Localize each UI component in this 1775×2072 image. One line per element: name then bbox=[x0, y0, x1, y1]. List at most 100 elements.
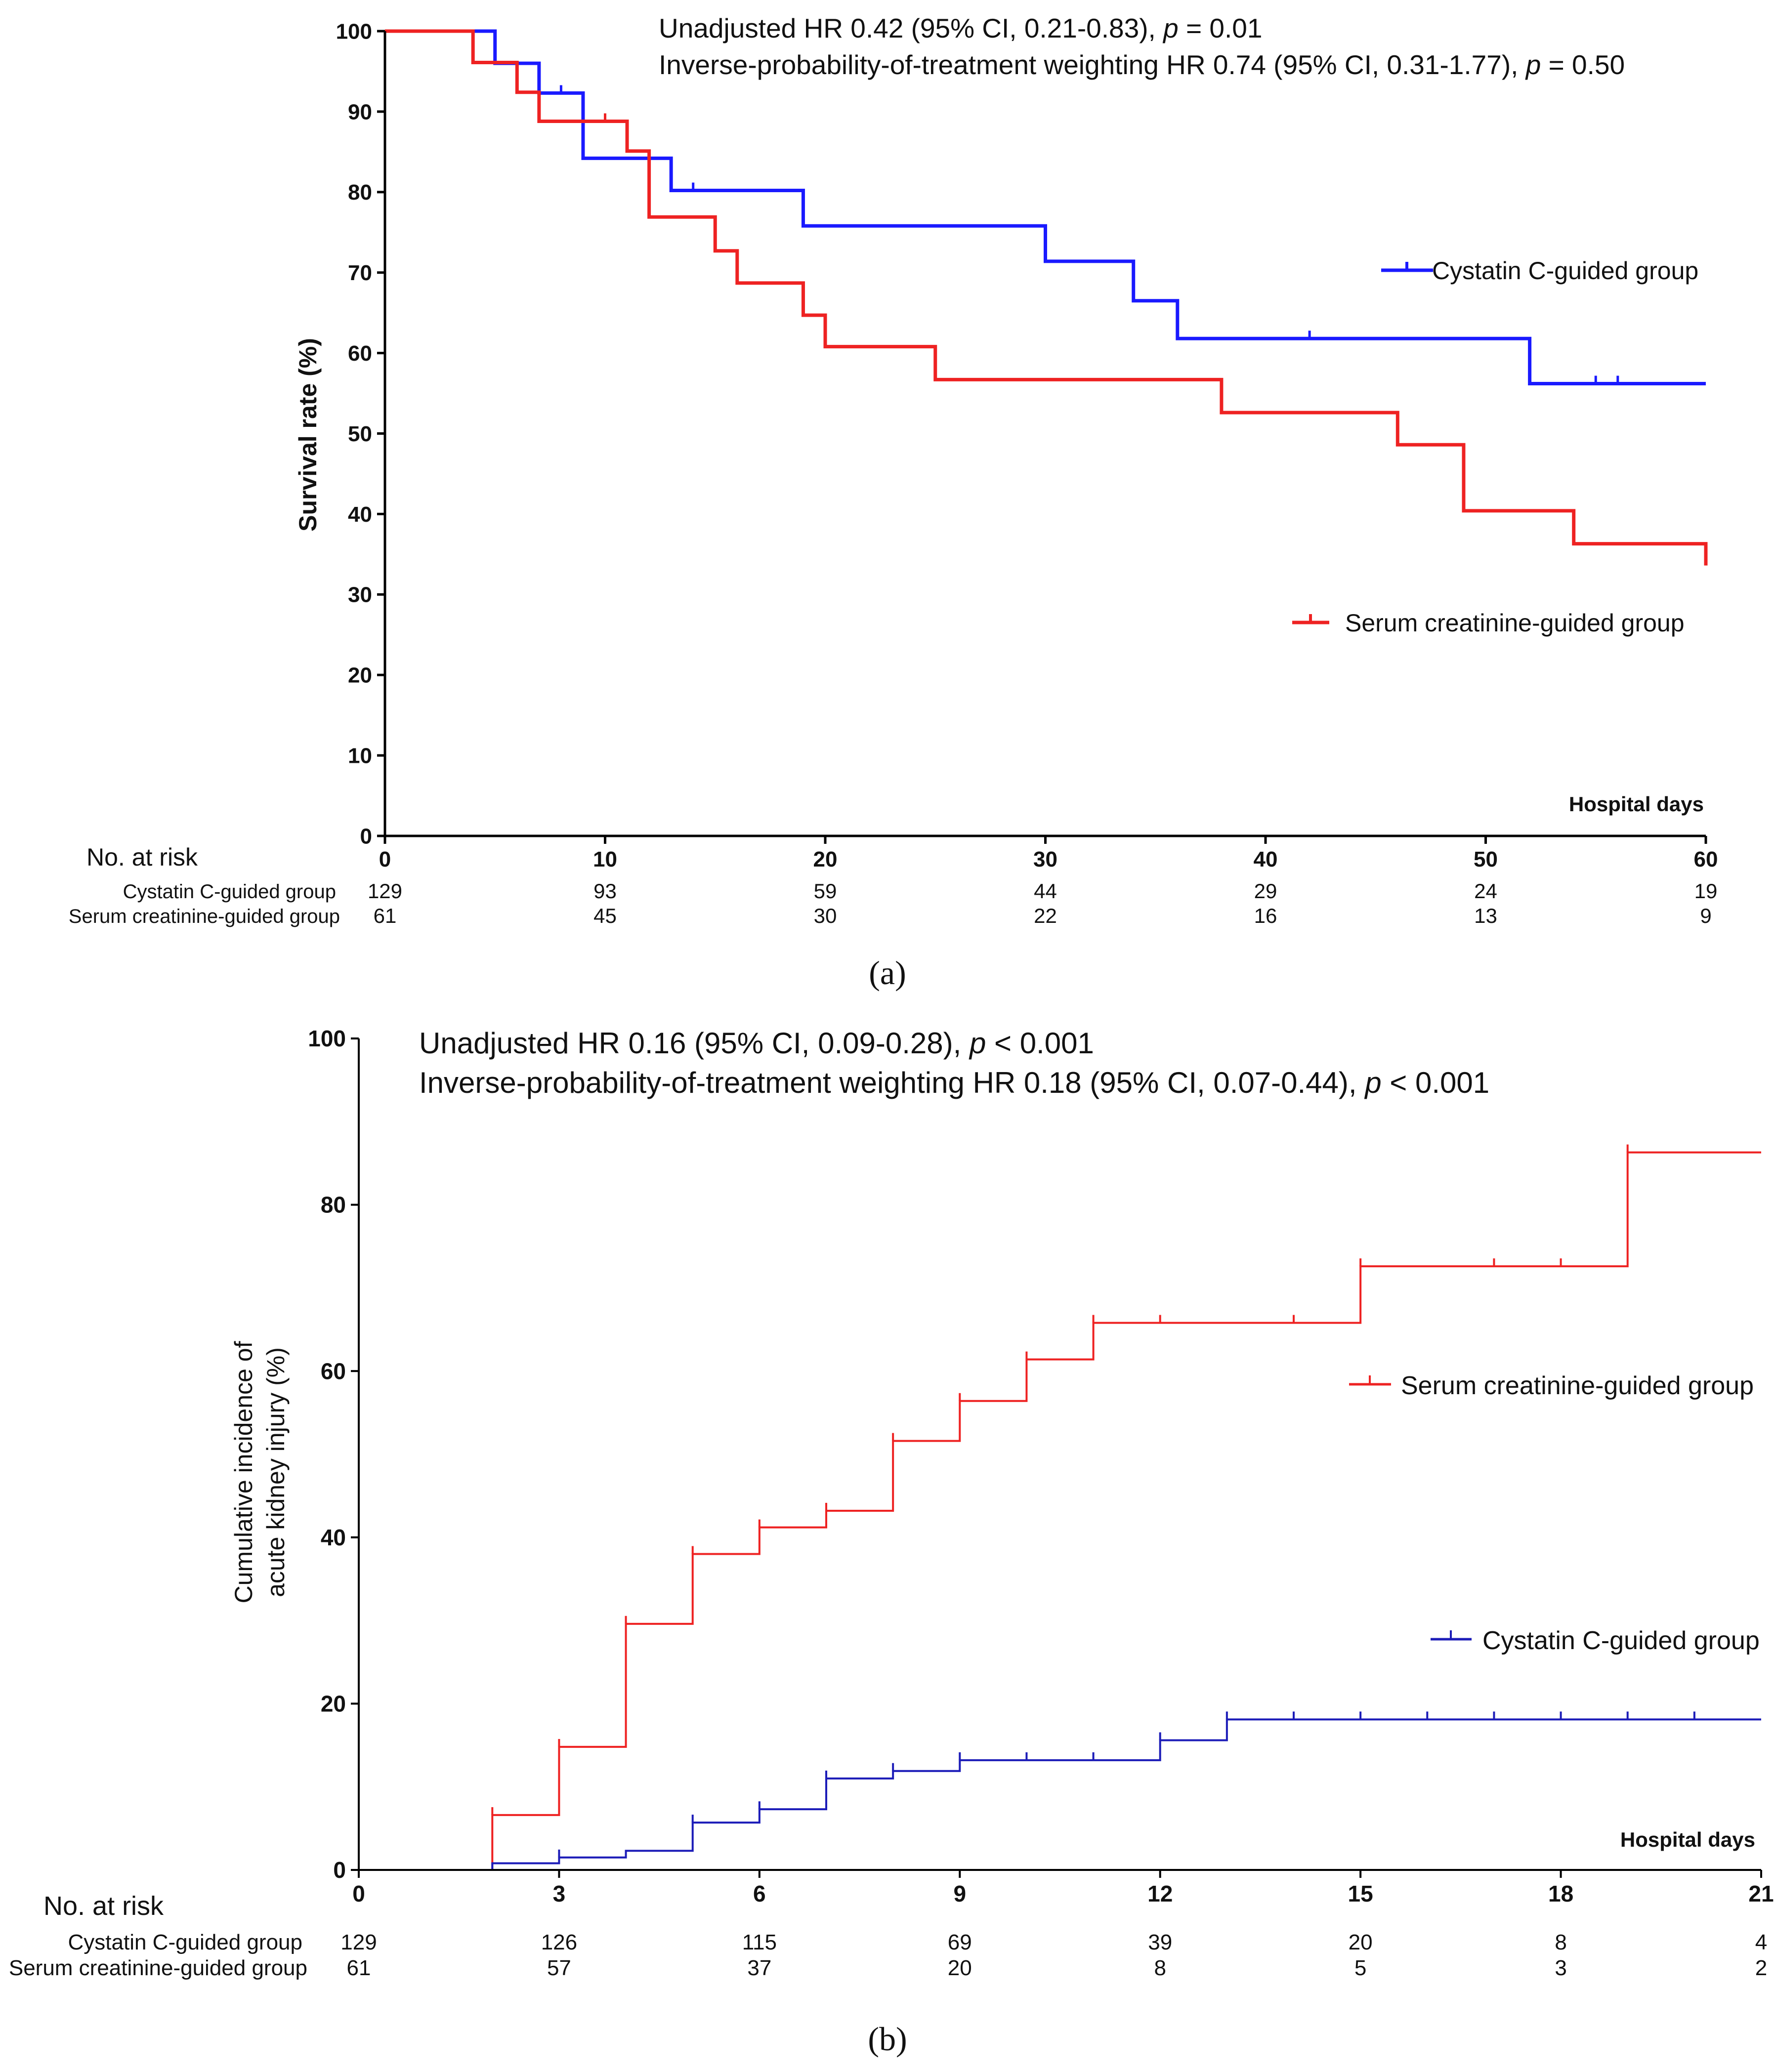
panel-a-legend-creatinine: Serum creatinine-guided group bbox=[1292, 609, 1685, 637]
y-tick-label: 30 bbox=[348, 583, 372, 607]
y-tick-label: 80 bbox=[321, 1192, 346, 1218]
panel-b-risk-table: No. at risk Cystatin C-guided group Seru… bbox=[9, 1891, 1767, 1980]
y-tick-label: 70 bbox=[348, 261, 372, 285]
risk-cell: 8 bbox=[1154, 1956, 1166, 1980]
panel-b-axes: 0 20 40 60 80 100 0 3 6 9 12 15 18 21 bbox=[308, 1026, 1774, 1906]
risk-cell: 129 bbox=[340, 1930, 377, 1954]
panel-b-risk-row-label-cystatin: Cystatin C-guided group bbox=[68, 1930, 302, 1954]
risk-cell: 8 bbox=[1555, 1930, 1566, 1954]
risk-cell: 20 bbox=[1349, 1930, 1373, 1954]
panel-b-annotation-hr-iptw: Inverse-probability-of-treatment weighti… bbox=[419, 1066, 1489, 1099]
panel-b-series-layer bbox=[359, 1144, 1761, 1871]
x-tick-label: 0 bbox=[379, 847, 391, 871]
x-tick-label: 15 bbox=[1348, 1881, 1373, 1906]
risk-cell: 13 bbox=[1474, 904, 1497, 927]
series-line-creatinine bbox=[359, 1151, 1761, 1871]
y-tick-label: 0 bbox=[360, 824, 372, 848]
legend-label-creatinine: Serum creatinine-guided group bbox=[1345, 609, 1685, 637]
panel-a-legend-cystatin: Cystatin C-guided group bbox=[1381, 257, 1698, 285]
y-tick-label: 20 bbox=[348, 663, 372, 688]
x-tick-label: 21 bbox=[1748, 1881, 1774, 1906]
risk-cell: 93 bbox=[593, 879, 617, 903]
series-line-cystatin bbox=[359, 1718, 1761, 1871]
panel-a-annotation-hr-iptw: Inverse-probability-of-treatment weighti… bbox=[659, 49, 1625, 80]
risk-cell: 57 bbox=[547, 1956, 571, 1980]
y-tick-label: 100 bbox=[308, 1026, 346, 1051]
risk-cell: 129 bbox=[368, 879, 402, 903]
risk-cell: 61 bbox=[347, 1956, 371, 1980]
panel-a-survival-chart: 0 10 20 30 40 50 60 70 80 90 100 0 10 20 30 40 50 60 Surv… bbox=[69, 13, 1718, 992]
panel-b-annotation-hr-unadjusted: Unadjusted HR 0.16 (95% CI, 0.09-0.28), … bbox=[419, 1027, 1094, 1060]
panel-a-risk-cells: 129 93 59 44 29 24 19 61 45 30 22 16 13 9 bbox=[368, 879, 1717, 927]
y-tick-label: 90 bbox=[348, 100, 372, 124]
panel-a-risk-table: No. at risk Cystatin C-guided group Seru… bbox=[69, 843, 1718, 927]
y-tick-label: 60 bbox=[321, 1358, 346, 1384]
risk-cell: 61 bbox=[374, 904, 397, 927]
y-tick-label: 40 bbox=[348, 502, 372, 527]
panel-a-caption: (a) bbox=[869, 954, 906, 992]
x-tick-label: 20 bbox=[813, 847, 838, 871]
risk-cell: 9 bbox=[1700, 904, 1711, 927]
x-tick-label: 0 bbox=[352, 1881, 365, 1906]
x-tick-label: 9 bbox=[953, 1881, 966, 1906]
risk-cell: 19 bbox=[1694, 879, 1718, 903]
risk-cell: 24 bbox=[1474, 879, 1497, 903]
panel-a-risk-heading: No. at risk bbox=[86, 843, 198, 871]
x-tick-label: 18 bbox=[1548, 1881, 1573, 1906]
panel-b-risk-heading: No. at risk bbox=[43, 1891, 164, 1921]
risk-cell: 69 bbox=[948, 1930, 972, 1954]
risk-cell: 4 bbox=[1755, 1930, 1767, 1954]
x-tick-label: 10 bbox=[593, 847, 617, 871]
panel-a-series-layer bbox=[385, 29, 1708, 566]
panel-a-risk-row-label-creatinine: Serum creatinine-guided group bbox=[69, 906, 340, 927]
panel-a-y-axis-label: Survival rate (%) bbox=[294, 338, 322, 532]
panel-b-risk-cells: 129 126 115 69 39 20 8 4 61 57 37 20 8 5 3 2 bbox=[340, 1930, 1767, 1980]
risk-cell: 44 bbox=[1034, 879, 1057, 903]
x-tick-label: 30 bbox=[1033, 847, 1057, 871]
panel-b-legend-creatinine: Serum creatinine-guided group bbox=[1349, 1371, 1754, 1400]
y-tick-label: 0 bbox=[333, 1857, 346, 1883]
x-tick-label: 3 bbox=[553, 1881, 566, 1906]
panel-a-risk-row-label-cystatin: Cystatin C-guided group bbox=[123, 881, 336, 903]
y-tick-label: 10 bbox=[348, 744, 372, 768]
y-tick-label: 40 bbox=[321, 1525, 346, 1550]
legend-label-cystatin: Cystatin C-guided group bbox=[1482, 1626, 1760, 1655]
panel-b-risk-row-label-creatinine: Serum creatinine-guided group bbox=[9, 1956, 307, 1980]
x-tick-label: 60 bbox=[1694, 847, 1718, 871]
risk-cell: 30 bbox=[814, 904, 837, 927]
y-tick-label: 100 bbox=[336, 19, 372, 43]
y-tick-label: 80 bbox=[348, 180, 372, 205]
legend-label-creatinine: Serum creatinine-guided group bbox=[1401, 1371, 1754, 1400]
series-line-creatinine bbox=[385, 29, 1708, 566]
panel-b-y-axis-label-line1: Cumulative incidence of bbox=[230, 1341, 257, 1603]
risk-cell: 59 bbox=[814, 879, 837, 903]
y-tick-label: 20 bbox=[321, 1691, 346, 1717]
panel-b-legend-cystatin: Cystatin C-guided group bbox=[1431, 1626, 1760, 1655]
x-tick-label: 6 bbox=[753, 1881, 766, 1906]
risk-cell: 22 bbox=[1034, 904, 1057, 927]
panel-b-y-axis-label-line2: acute kidney injury (%) bbox=[262, 1347, 290, 1597]
risk-cell: 115 bbox=[742, 1930, 777, 1954]
legend-label-cystatin: Cystatin C-guided group bbox=[1432, 257, 1698, 285]
risk-cell: 29 bbox=[1254, 879, 1277, 903]
x-tick-label: 40 bbox=[1254, 847, 1278, 871]
series-line-cystatin bbox=[385, 29, 1706, 386]
risk-cell: 3 bbox=[1555, 1956, 1566, 1980]
risk-cell: 37 bbox=[747, 1956, 771, 1980]
risk-cell: 16 bbox=[1254, 904, 1277, 927]
panel-a-x-axis-label: Hospital days bbox=[1569, 792, 1704, 816]
panel-b-caption: (b) bbox=[868, 2020, 907, 2058]
y-tick-label: 60 bbox=[348, 341, 372, 366]
panel-b-x-axis-label: Hospital days bbox=[1620, 1828, 1755, 1851]
risk-cell: 2 bbox=[1755, 1956, 1767, 1980]
x-tick-label: 12 bbox=[1147, 1881, 1173, 1906]
risk-cell: 5 bbox=[1354, 1956, 1366, 1980]
x-tick-label: 50 bbox=[1474, 847, 1498, 871]
risk-cell: 45 bbox=[593, 904, 617, 927]
risk-cell: 20 bbox=[948, 1956, 972, 1980]
y-tick-label: 50 bbox=[348, 422, 372, 446]
risk-cell: 39 bbox=[1148, 1930, 1172, 1954]
panel-a-axes: 0 10 20 30 40 50 60 70 80 90 100 0 10 20 30 40 50 60 bbox=[336, 19, 1718, 871]
